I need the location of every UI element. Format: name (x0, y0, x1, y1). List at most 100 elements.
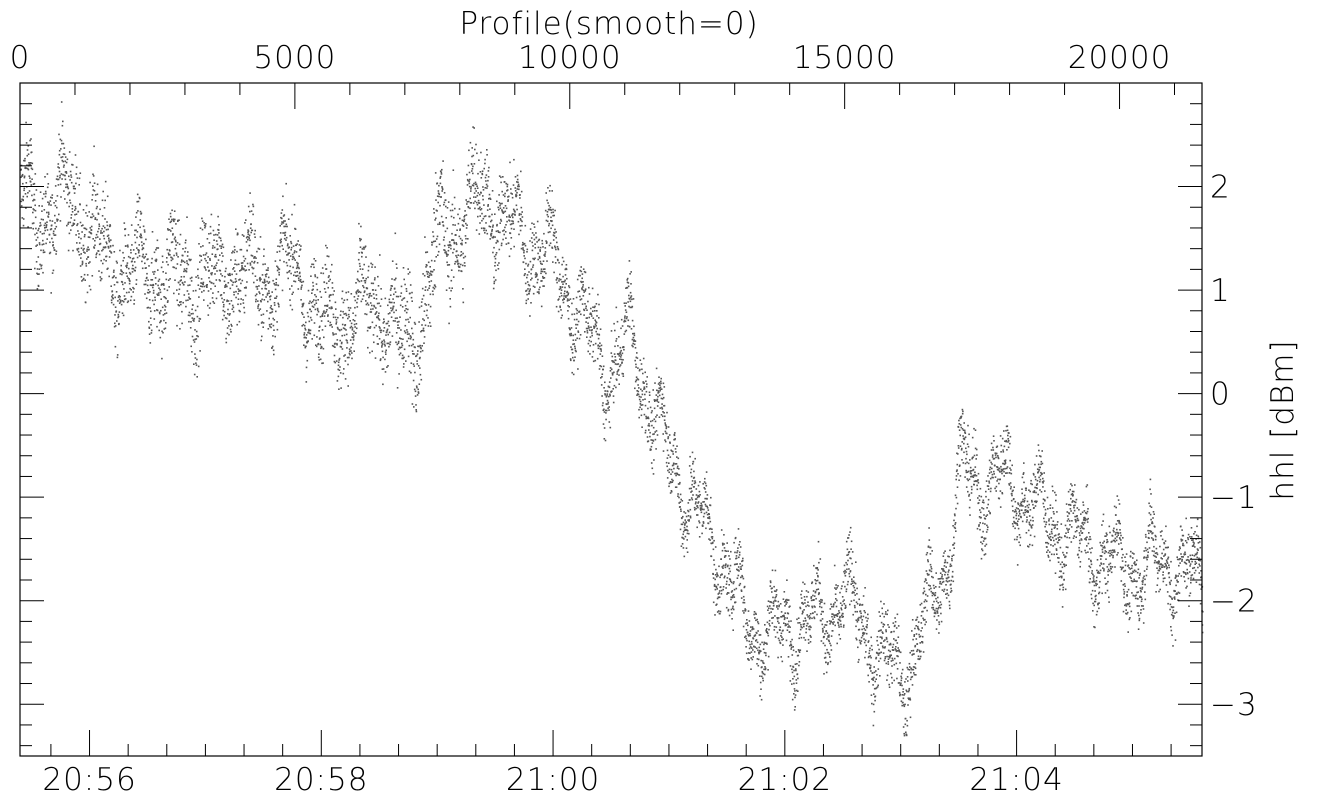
data-point (778, 605, 780, 608)
data-point (530, 279, 532, 281)
data-point (598, 368, 601, 370)
data-point (882, 646, 884, 649)
data-point (508, 255, 511, 258)
data-point (330, 307, 332, 310)
data-point (752, 649, 754, 651)
data-point (637, 390, 640, 393)
data-point (189, 298, 192, 300)
data-point (351, 327, 354, 329)
data-point (243, 235, 245, 237)
data-point (293, 203, 296, 206)
data-point (31, 168, 34, 171)
data-point (257, 305, 259, 307)
data-point (163, 296, 165, 298)
data-point (778, 604, 780, 607)
data-point (595, 325, 597, 327)
data-point (272, 349, 275, 352)
data-point (552, 211, 555, 214)
data-point (815, 582, 817, 585)
data-point (890, 654, 892, 656)
data-point (821, 623, 824, 626)
data-point (702, 501, 704, 503)
data-point (247, 239, 249, 241)
data-point (365, 313, 368, 316)
data-point (504, 231, 507, 233)
data-point (494, 257, 497, 260)
data-point (747, 633, 749, 636)
data-point (688, 465, 691, 467)
data-point (696, 526, 698, 529)
data-point (76, 248, 78, 250)
data-point (269, 306, 272, 309)
data-point (351, 329, 354, 331)
data-point (681, 523, 684, 526)
data-point (876, 674, 878, 676)
data-point (356, 301, 358, 304)
data-point (565, 283, 567, 285)
data-point (81, 231, 83, 233)
data-point (867, 640, 870, 642)
data-point (559, 306, 561, 309)
data-point (420, 301, 423, 303)
data-point (562, 283, 564, 285)
data-point (292, 291, 294, 294)
data-point (769, 581, 772, 584)
data-point (772, 596, 774, 599)
data-point (622, 375, 625, 377)
data-point (654, 420, 657, 423)
data-point (801, 612, 804, 615)
data-point (839, 638, 842, 640)
data-point (667, 454, 670, 456)
data-point (293, 257, 295, 260)
data-point (142, 247, 145, 250)
data-point (462, 256, 465, 259)
data-point (62, 120, 64, 123)
data-point (415, 385, 418, 387)
data-point (848, 575, 851, 578)
data-point (805, 605, 807, 608)
data-point (291, 213, 293, 216)
data-point (566, 294, 568, 297)
data-point (476, 152, 478, 155)
data-point (864, 656, 866, 659)
data-point (161, 255, 164, 258)
data-point (156, 239, 159, 242)
data-point (529, 228, 532, 230)
data-point (767, 655, 770, 658)
data-point (852, 613, 854, 616)
data-point (147, 258, 149, 260)
data-point (83, 251, 85, 253)
data-point (756, 632, 758, 634)
data-point (338, 359, 340, 361)
data-point (806, 595, 808, 598)
data-point (659, 407, 662, 409)
data-point (850, 540, 853, 543)
data-point (409, 271, 411, 274)
data-point (501, 190, 503, 193)
data-point (327, 314, 329, 316)
data-point (606, 399, 609, 402)
data-point (736, 577, 739, 579)
data-point (266, 310, 268, 312)
data-point (734, 536, 737, 539)
data-point (400, 292, 403, 294)
data-point (403, 278, 405, 281)
data-point (398, 327, 401, 329)
data-point (482, 189, 485, 191)
data-point (413, 388, 416, 391)
data-point (46, 211, 48, 214)
data-point (54, 234, 57, 236)
data-point (518, 233, 520, 236)
data-point (438, 243, 441, 246)
data-point (599, 342, 601, 344)
data-point (210, 273, 213, 276)
data-point (270, 326, 272, 329)
data-point (450, 269, 453, 271)
data-point (257, 303, 260, 306)
data-point (132, 286, 134, 289)
data-point (294, 271, 296, 274)
data-point (197, 274, 199, 277)
data-point (95, 207, 98, 210)
data-point (680, 508, 682, 511)
data-point (925, 570, 928, 572)
